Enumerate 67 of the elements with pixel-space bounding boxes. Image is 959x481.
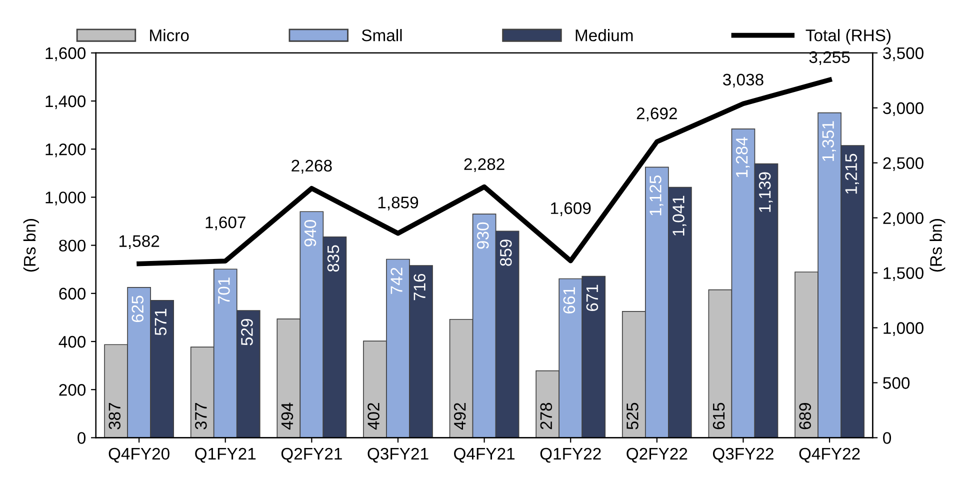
- y2-tick-label: 1,500: [884, 267, 924, 281]
- legend-label: Total (RHS): [806, 29, 890, 45]
- data-label: 835: [327, 245, 340, 272]
- x-tick-label: Q1FY21: [195, 448, 256, 463]
- data-label: 940: [304, 220, 316, 246]
- data-label: 3,038: [723, 74, 764, 88]
- data-label: 387: [108, 403, 121, 430]
- y2-tick-label: 3,500: [883, 47, 924, 62]
- x-tick-label: Q2FY22: [626, 448, 688, 463]
- data-label: 625: [132, 296, 144, 322]
- x-tick-label: Q3FY21: [368, 448, 428, 463]
- y-tick-label: 1,200: [46, 144, 86, 158]
- data-label: 701: [218, 278, 230, 304]
- y2-tick-label: 500: [883, 377, 910, 389]
- y-tick-label: 400: [58, 336, 86, 348]
- data-label: 661: [563, 287, 576, 314]
- y2-tick-label: 2,000: [883, 212, 924, 226]
- y-tick-label: 1,600: [46, 47, 86, 62]
- data-label: 529: [241, 318, 253, 346]
- legend-label: Medium: [576, 29, 633, 42]
- x-tick-label: Q3FY22: [712, 448, 774, 463]
- legend-label: Micro: [150, 29, 189, 42]
- x-tick-label: Q4FY20: [108, 448, 170, 463]
- y2-tick-label: 3,000: [883, 102, 924, 116]
- data-label: 1,284: [736, 137, 750, 178]
- data-label: 615: [712, 402, 725, 430]
- data-label: 492: [454, 403, 466, 430]
- y2-tick-label: 2,500: [883, 157, 924, 172]
- x-tick-label: Q1FY22: [540, 448, 601, 463]
- data-label: 742: [390, 268, 402, 294]
- data-label: 278: [540, 402, 552, 430]
- data-label: 930: [476, 222, 489, 249]
- data-label: 671: [586, 284, 598, 311]
- y-tick-label: 200: [59, 384, 86, 396]
- data-label: 525: [626, 402, 638, 430]
- data-label: 2,692: [636, 108, 677, 122]
- y-tick-label: 1,000: [46, 192, 86, 206]
- data-label: 1,125: [650, 176, 664, 216]
- data-label: 402: [368, 403, 380, 430]
- y2-tick-label: 0: [883, 432, 892, 444]
- data-label: 571: [154, 308, 167, 336]
- data-label: 377: [195, 403, 207, 430]
- data-label: 859: [500, 240, 512, 266]
- y-tick-label: 0: [78, 432, 86, 444]
- data-label: 1,609: [551, 202, 591, 216]
- x-tick-label: Q4FY22: [799, 448, 860, 463]
- data-label: 716: [414, 274, 426, 300]
- data-label: 1,351: [822, 121, 836, 161]
- data-label: 494: [281, 402, 294, 430]
- data-label: 689: [799, 402, 811, 430]
- legend-label: Small: [362, 29, 402, 42]
- x-tick-label: Q4FY21: [454, 448, 515, 463]
- data-label: 2,268: [292, 160, 332, 174]
- y2-tick-label: 1,000: [884, 322, 924, 336]
- y-tick-label: 1,400: [46, 95, 86, 110]
- data-label: 1,041: [672, 196, 686, 236]
- data-label: 1,139: [758, 172, 773, 212]
- data-label: 1,607: [206, 216, 246, 230]
- y2-axis-title: (Rs bn): [930, 219, 946, 272]
- data-label: 1,215: [845, 154, 859, 194]
- y-tick-label: 600: [59, 288, 86, 300]
- data-label: 1,582: [119, 235, 160, 249]
- data-label: 2,282: [464, 158, 504, 172]
- x-tick-label: Q2FY21: [281, 448, 342, 463]
- y-tick-label: 800: [59, 240, 86, 252]
- y-axis-title: (Rs bn): [23, 219, 39, 272]
- data-label: 1,859: [378, 196, 418, 210]
